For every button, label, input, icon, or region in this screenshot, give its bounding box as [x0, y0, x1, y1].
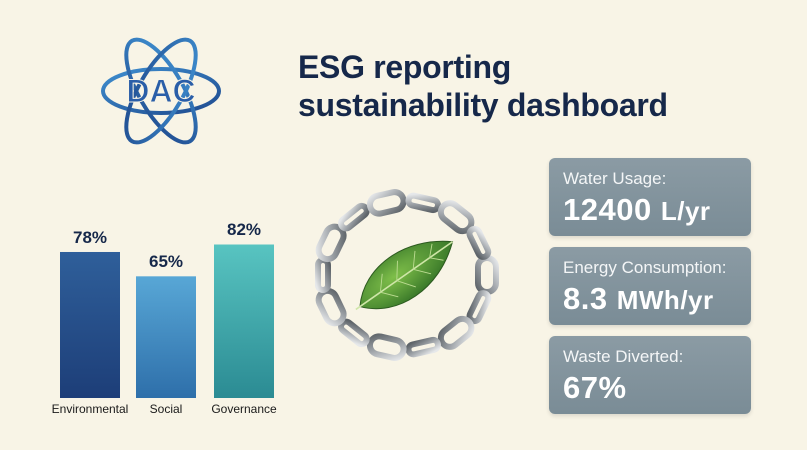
metric-card-water: Water Usage: 12400 L/yr — [549, 158, 751, 236]
chain-link-icon — [466, 225, 492, 260]
bar-value-label: 82% — [226, 220, 262, 240]
bar-category-label: Social — [149, 402, 183, 416]
metric-label: Water Usage: — [563, 169, 667, 188]
chain-link-icon — [338, 202, 370, 232]
metric-number: 12400 — [563, 192, 652, 227]
bar-category-label: Governance — [211, 402, 277, 416]
chain-link-icon — [466, 290, 492, 325]
logo-text: DAC — [126, 73, 195, 109]
metric-number: 8.3 — [563, 281, 608, 316]
bar-social — [136, 276, 196, 398]
metric-label: Waste Diverted: — [563, 347, 684, 366]
chain-link-icon — [315, 223, 347, 263]
title-line-1: ESG reporting — [298, 49, 512, 85]
chain-link-icon — [366, 333, 407, 361]
chart-svg — [60, 244, 274, 398]
metric-unit: L/yr — [660, 196, 711, 226]
chain-link-icon — [315, 287, 347, 327]
metric-card-energy: Energy Consumption: 8.3 MWh/yr — [549, 247, 751, 325]
dac-logo: DAC — [96, 26, 226, 156]
bar-environmental — [60, 251, 120, 398]
chain-link-icon — [437, 315, 475, 350]
esg-bar-chart: 78% Environmental 65% Social 82% Governance — [30, 170, 300, 430]
bar-category-label: Environmental — [51, 402, 129, 416]
chain-link-icon — [366, 189, 407, 217]
title-line-2: sustainability dashboard — [298, 87, 668, 123]
chain-link-icon — [405, 192, 441, 214]
bar-governance — [214, 244, 274, 398]
chain-leaf-illustration — [305, 185, 505, 365]
metric-label: Energy Consumption: — [563, 258, 727, 277]
bar-value-label: 78% — [72, 227, 108, 247]
metrics-panel: Water Usage: 12400 L/yr Energy Consumpti… — [549, 158, 751, 425]
atom-logo-icon: DAC — [101, 37, 221, 145]
metric-value: 8.3 MWh/yr — [563, 281, 737, 318]
metric-number: 67% — [563, 370, 627, 405]
metric-value: 67% — [563, 370, 737, 407]
chain-link-icon — [405, 336, 441, 358]
metric-card-waste: Waste Diverted: 67% — [549, 336, 751, 414]
chain-links — [315, 189, 499, 361]
chain-link-icon — [338, 318, 370, 348]
leaf-icon — [355, 240, 454, 311]
chain-link-icon — [315, 257, 331, 293]
chain-leaf-icon — [315, 189, 499, 361]
page-title: ESG reporting sustainability dashboard — [298, 48, 668, 124]
chain-link-icon — [475, 255, 499, 295]
bar-value-label: 65% — [148, 252, 184, 272]
metric-value: 12400 L/yr — [563, 192, 737, 229]
metric-unit: MWh/yr — [616, 285, 714, 315]
